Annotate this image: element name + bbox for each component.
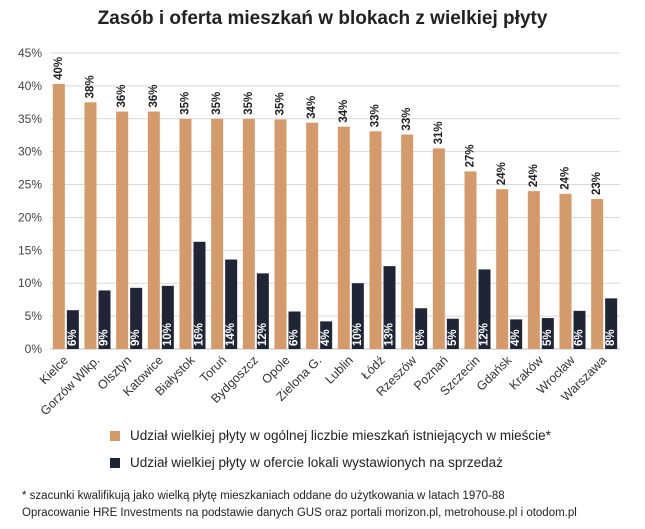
data-label-offer: 9% <box>99 329 111 346</box>
bar-stock <box>52 83 65 349</box>
data-label-offer: 14% <box>225 323 237 346</box>
data-label-offer: 12% <box>257 323 269 346</box>
y-tick-label: 20% <box>18 210 42 224</box>
data-label-offer: 8% <box>605 329 617 346</box>
bar-stock <box>274 119 287 350</box>
bar-offer <box>541 318 554 349</box>
data-label-stock: 34% <box>306 96 318 119</box>
y-tick-label: 10% <box>18 276 42 290</box>
x-tick-label: Gdańsk <box>474 353 515 394</box>
legend-swatch-stock <box>110 430 120 441</box>
chart-title: Zasób i oferta mieszkań w blokach z wiel… <box>97 8 548 29</box>
data-label-offer: 12% <box>479 323 491 346</box>
footnote: * szacunki kwalifikują jako wielką płytę… <box>22 490 505 502</box>
data-label-stock: 35% <box>243 92 255 115</box>
bar-stock <box>306 122 319 349</box>
y-tick-label: 0% <box>25 342 43 356</box>
bar-offer <box>66 310 79 349</box>
data-label-offer: 5% <box>447 329 459 346</box>
data-label-offer: 4% <box>510 329 522 346</box>
bar-offer <box>573 310 586 349</box>
legend-item-stock: Udział wielkiej płyty w ogólnej liczbie … <box>110 428 551 443</box>
bar-offer <box>415 308 428 349</box>
data-label-stock: 31% <box>433 121 445 144</box>
data-label-offer: 6% <box>289 329 301 346</box>
bar-stock <box>369 131 382 349</box>
data-label-stock: 33% <box>401 108 413 131</box>
x-tick-label: Lublin <box>322 353 356 387</box>
bar-offer <box>161 285 174 349</box>
y-tick-label: 45% <box>18 46 42 60</box>
bar-stock <box>84 102 97 349</box>
bar-stock <box>559 193 572 349</box>
data-label-stock: 36% <box>116 85 128 108</box>
data-label-offer: 4% <box>320 329 332 346</box>
source-note: Opracowanie HRE Investments na podstawie… <box>22 507 577 519</box>
data-label-offer: 16% <box>194 323 206 346</box>
data-label-offer: 10% <box>162 323 174 346</box>
data-label-stock: 24% <box>560 167 572 190</box>
x-tick-label: Łódź <box>359 353 388 382</box>
data-label-stock: 38% <box>85 75 97 98</box>
data-label-offer: 6% <box>415 329 427 346</box>
data-label-stock: 33% <box>370 104 382 127</box>
bar-stock <box>242 118 255 350</box>
data-label-stock: 35% <box>275 92 287 115</box>
bar-offer <box>256 273 269 349</box>
bar-stock <box>179 118 192 350</box>
bar-stock <box>116 111 129 349</box>
data-label-stock: 23% <box>591 172 603 195</box>
bar-stock <box>211 118 224 350</box>
bar-offer <box>446 318 459 349</box>
y-tick-label: 30% <box>18 145 42 159</box>
data-label-offer: 9% <box>130 329 142 346</box>
data-label-stock: 35% <box>211 92 223 115</box>
data-label-offer: 10% <box>352 323 364 346</box>
bar-offer <box>225 259 238 349</box>
y-tick-label: 25% <box>18 178 42 192</box>
bar-offer <box>510 319 523 349</box>
y-tick-label: 15% <box>18 243 42 257</box>
bar-stock <box>464 171 477 349</box>
bar-stock <box>337 126 350 349</box>
bar-stock <box>147 111 160 349</box>
legend-label-offer: Udział wielkiej płyty w ofercie lokali w… <box>130 455 503 470</box>
data-label-stock: 36% <box>148 85 160 108</box>
bar-offer <box>383 266 396 349</box>
bar-stock <box>401 134 414 349</box>
y-tick-label: 40% <box>18 79 42 93</box>
y-tick-label: 5% <box>25 309 43 323</box>
bar-stock <box>496 189 509 349</box>
bar-offer <box>193 241 206 349</box>
bar-stock <box>527 191 540 349</box>
data-label-stock: 40% <box>53 57 65 80</box>
data-label-offer: 13% <box>384 323 396 346</box>
bar-stock <box>432 148 445 349</box>
bar-offer <box>130 287 143 349</box>
legend-swatch-offer <box>110 457 120 468</box>
data-label-stock: 24% <box>528 164 540 187</box>
bar-offer <box>351 283 364 349</box>
legend-item-offer: Udział wielkiej płyty w ofercie lokali w… <box>110 455 503 470</box>
data-label-stock: 24% <box>496 162 508 185</box>
data-label-offer: 6% <box>67 329 79 346</box>
data-label-stock: 34% <box>338 100 350 123</box>
bar-stock <box>591 199 604 349</box>
y-tick-label: 35% <box>18 112 42 126</box>
legend-label-stock: Udział wielkiej płyty w ogólnej liczbie … <box>130 428 551 443</box>
bar-offer <box>605 298 618 349</box>
data-label-stock: 27% <box>465 144 477 167</box>
data-label-offer: 6% <box>574 329 586 346</box>
data-label-offer: 5% <box>542 329 554 346</box>
data-label-stock: 35% <box>180 92 192 115</box>
bar-offer <box>320 321 333 349</box>
bar-offer <box>478 269 491 349</box>
bar-offer <box>98 290 111 349</box>
bar-offer <box>288 311 301 349</box>
